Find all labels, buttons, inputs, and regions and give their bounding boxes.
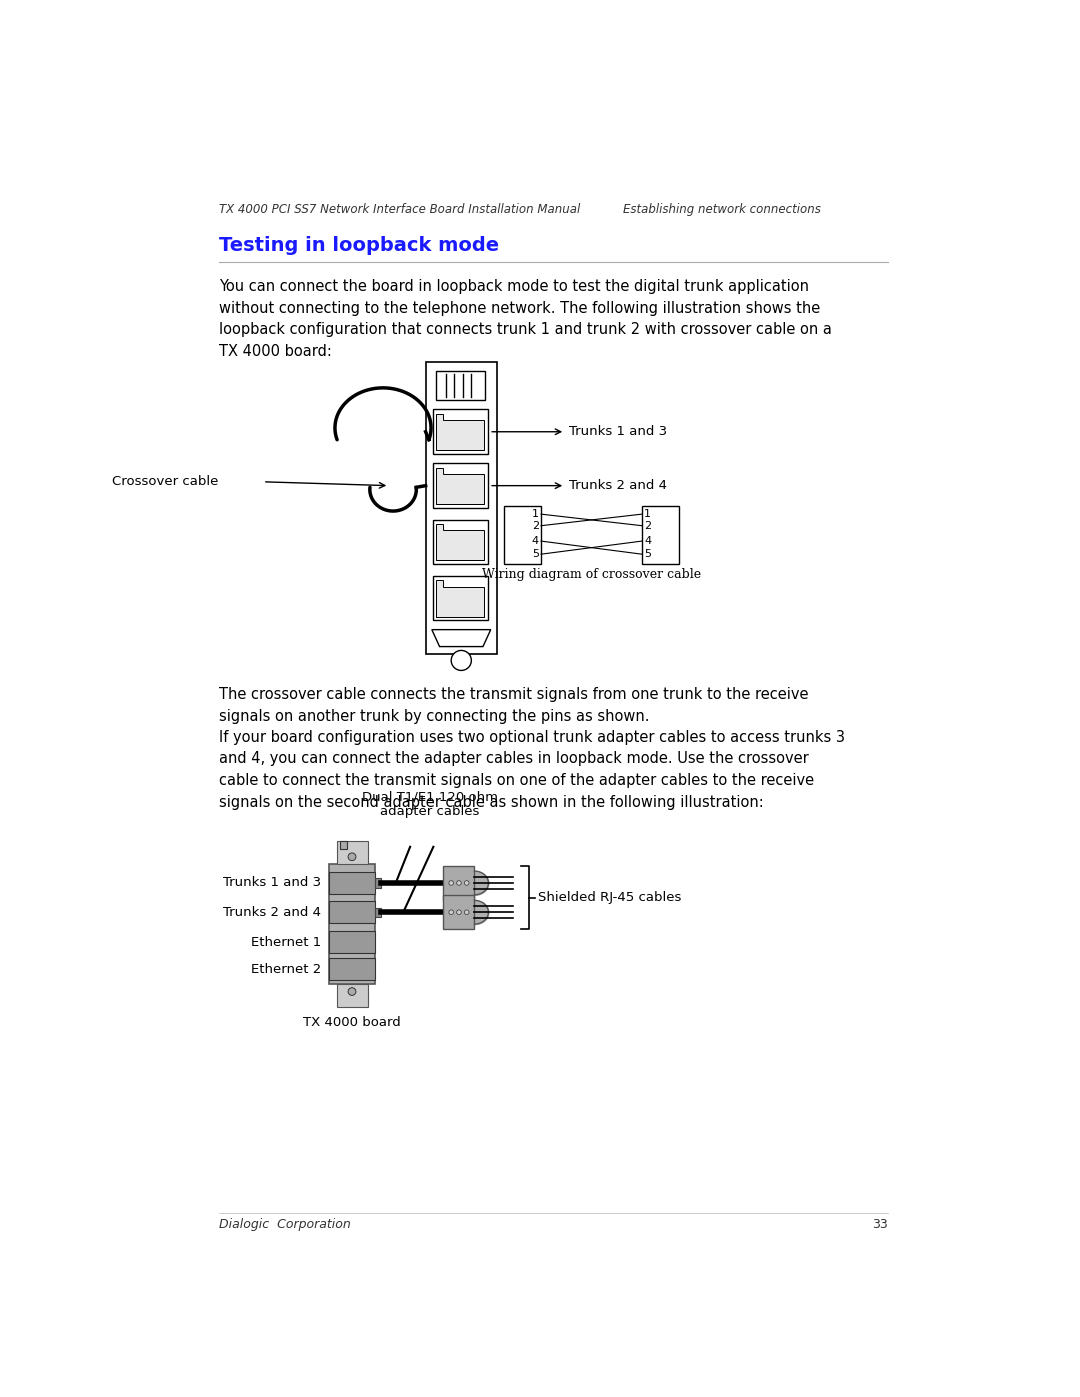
Bar	[433, 464, 488, 509]
Bar	[339, 841, 348, 849]
Bar	[337, 841, 367, 865]
Text: You can connect the board in loopback mode to test the digital trunk application: You can connect the board in loopback mo…	[218, 279, 832, 359]
Polygon shape	[435, 524, 484, 560]
Bar	[328, 872, 375, 894]
Text: 5: 5	[644, 549, 651, 559]
Bar	[504, 507, 541, 564]
Bar	[375, 908, 381, 916]
Polygon shape	[435, 468, 484, 504]
Text: 1: 1	[644, 509, 651, 520]
Circle shape	[464, 880, 469, 886]
Bar	[642, 507, 679, 564]
Text: Trunks 2 and 4: Trunks 2 and 4	[222, 905, 321, 919]
Polygon shape	[435, 414, 484, 450]
Bar	[444, 866, 474, 900]
Text: 4: 4	[644, 536, 651, 546]
Circle shape	[457, 909, 461, 915]
Bar	[375, 879, 381, 887]
Bar	[328, 901, 375, 923]
Circle shape	[348, 854, 356, 861]
Polygon shape	[432, 630, 490, 647]
Circle shape	[457, 880, 461, 886]
Text: 2: 2	[644, 521, 651, 531]
Bar	[328, 932, 375, 953]
Text: If your board configuration uses two optional trunk adapter cables to access tru: If your board configuration uses two opt…	[218, 729, 845, 809]
Text: The crossover cable connects the transmit signals from one trunk to the receive
: The crossover cable connects the transmi…	[218, 687, 808, 724]
Text: Trunks 1 and 3: Trunks 1 and 3	[222, 876, 321, 890]
Bar	[433, 520, 488, 564]
Text: Dialogic  Corporation: Dialogic Corporation	[218, 1218, 350, 1231]
Text: Trunks 1 and 3: Trunks 1 and 3	[569, 425, 667, 439]
Circle shape	[348, 988, 356, 996]
Text: Testing in loopback mode: Testing in loopback mode	[218, 236, 499, 254]
Text: 4: 4	[531, 536, 539, 546]
Bar	[433, 576, 488, 620]
Text: Shielded RJ-45 cables: Shielded RJ-45 cables	[538, 891, 681, 904]
Polygon shape	[435, 580, 484, 616]
Text: TX 4000 PCI SS7 Network Interface Board Installation Manual: TX 4000 PCI SS7 Network Interface Board …	[218, 204, 580, 217]
Text: Wiring diagram of crossover cable: Wiring diagram of crossover cable	[482, 569, 701, 581]
Bar	[328, 865, 375, 983]
Text: 2: 2	[531, 521, 539, 531]
Circle shape	[451, 651, 471, 671]
Text: 1: 1	[531, 509, 539, 520]
Bar	[444, 895, 474, 929]
Circle shape	[464, 909, 469, 915]
Text: 5: 5	[531, 549, 539, 559]
Text: 33: 33	[873, 1218, 889, 1231]
Bar	[436, 372, 485, 400]
Text: TX 4000 board: TX 4000 board	[303, 1016, 401, 1030]
Bar	[426, 362, 497, 654]
Circle shape	[449, 909, 454, 915]
Text: Dual T1/E1 120 ohm
adapter cables: Dual T1/E1 120 ohm adapter cables	[362, 791, 498, 819]
Text: Trunks 2 and 4: Trunks 2 and 4	[569, 479, 667, 492]
Bar	[337, 983, 367, 1007]
Text: Establishing network connections: Establishing network connections	[623, 204, 821, 217]
Bar	[433, 409, 488, 454]
Text: Ethernet 1: Ethernet 1	[251, 936, 321, 949]
Text: Ethernet 2: Ethernet 2	[251, 963, 321, 975]
Circle shape	[449, 880, 454, 886]
Text: Crossover cable: Crossover cable	[111, 475, 218, 489]
Bar	[328, 958, 375, 979]
